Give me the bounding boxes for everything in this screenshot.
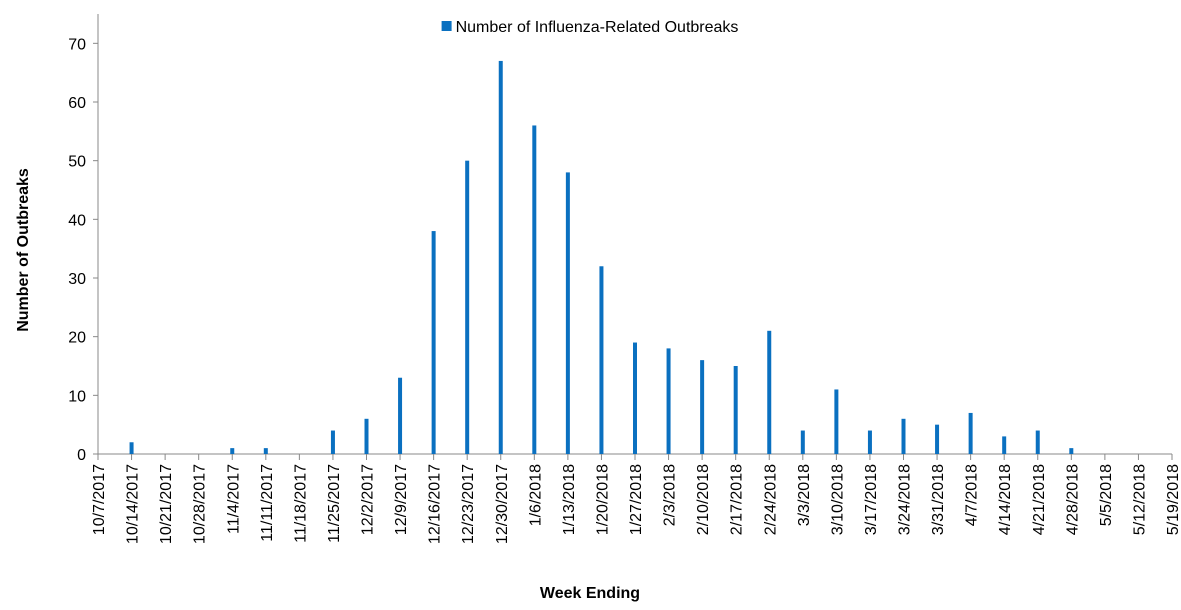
bar [800,430,805,454]
y-tick-label: 50 [68,154,86,171]
x-tick-label: 1/6/2018 [527,464,544,526]
x-tick-label: 3/24/2018 [897,464,914,535]
bar [230,448,235,454]
x-tick-label: 4/14/2018 [997,464,1014,535]
x-tick-label: 11/25/2017 [326,464,343,543]
x-tick-label: 2/17/2018 [729,464,746,535]
bar [834,389,839,454]
bar [1069,448,1074,454]
x-tick-label: 12/30/2017 [494,464,511,544]
bar [1002,436,1007,454]
legend-swatch [441,21,452,31]
bar [498,60,503,454]
x-tick-label: 11/11/2017 [259,464,276,542]
x-tick-label: 3/10/2018 [829,464,846,535]
x-tick-label: 1/27/2018 [628,464,645,535]
bar [901,418,906,454]
x-axis-title: Week Ending [540,585,640,602]
x-tick-label: 5/12/2018 [1131,464,1148,535]
x-tick-label: 12/23/2017 [460,464,477,544]
bar [1035,430,1040,454]
x-tick-label: 12/9/2017 [393,464,410,535]
x-tick-label: 10/14/2017 [125,464,142,544]
y-tick-label: 30 [68,271,86,288]
y-axis-title: Number of Outbreaks [15,168,32,332]
x-tick-label: 4/7/2018 [964,464,981,526]
y-tick-label: 40 [68,212,86,229]
bar [129,442,134,454]
x-tick-label: 5/19/2018 [1165,464,1181,535]
bar [599,266,604,454]
x-tick-label: 4/28/2018 [1064,464,1081,535]
bar [666,348,671,454]
bar [968,412,973,454]
x-tick-label: 10/28/2017 [192,464,209,544]
bar [330,430,335,454]
x-tick-label: 12/16/2017 [427,464,444,544]
y-tick-label: 70 [68,36,86,53]
bar [431,231,436,454]
x-tick-label: 3/17/2018 [863,464,880,535]
x-tick-label: 10/21/2017 [158,464,175,544]
bar [733,366,738,454]
x-tick-label: 1/13/2018 [561,464,578,535]
bar [867,430,872,454]
x-tick-label: 12/2/2017 [360,464,377,535]
y-tick-label: 60 [68,95,86,112]
bar [633,342,637,454]
bar [532,125,537,454]
x-tick-label: 11/18/2017 [292,464,309,543]
x-tick-label: 4/21/2018 [1031,464,1048,535]
x-tick-label: 2/10/2018 [695,464,712,535]
y-tick-label: 10 [68,388,86,405]
bar [263,448,268,454]
x-tick-label: 5/5/2018 [1098,464,1115,526]
bar [465,160,470,454]
x-tick-label: 10/7/2017 [91,464,108,535]
x-tick-label: 1/20/2018 [594,464,611,535]
bar [565,172,570,454]
bar [700,360,705,454]
x-tick-label: 2/24/2018 [762,464,779,535]
bar [398,377,403,454]
bar [364,418,369,454]
bar [935,424,940,454]
x-tick-label: 2/3/2018 [662,464,679,526]
x-tick-label: 3/3/2018 [796,464,813,526]
x-tick-label: 3/31/2018 [930,464,947,535]
bar [767,330,772,454]
y-tick-label: 0 [77,447,86,464]
x-tick-label: 11/4/2017 [225,464,242,534]
legend-label: Number of Influenza-Related Outbreaks [456,19,739,36]
y-tick-label: 20 [68,330,86,347]
